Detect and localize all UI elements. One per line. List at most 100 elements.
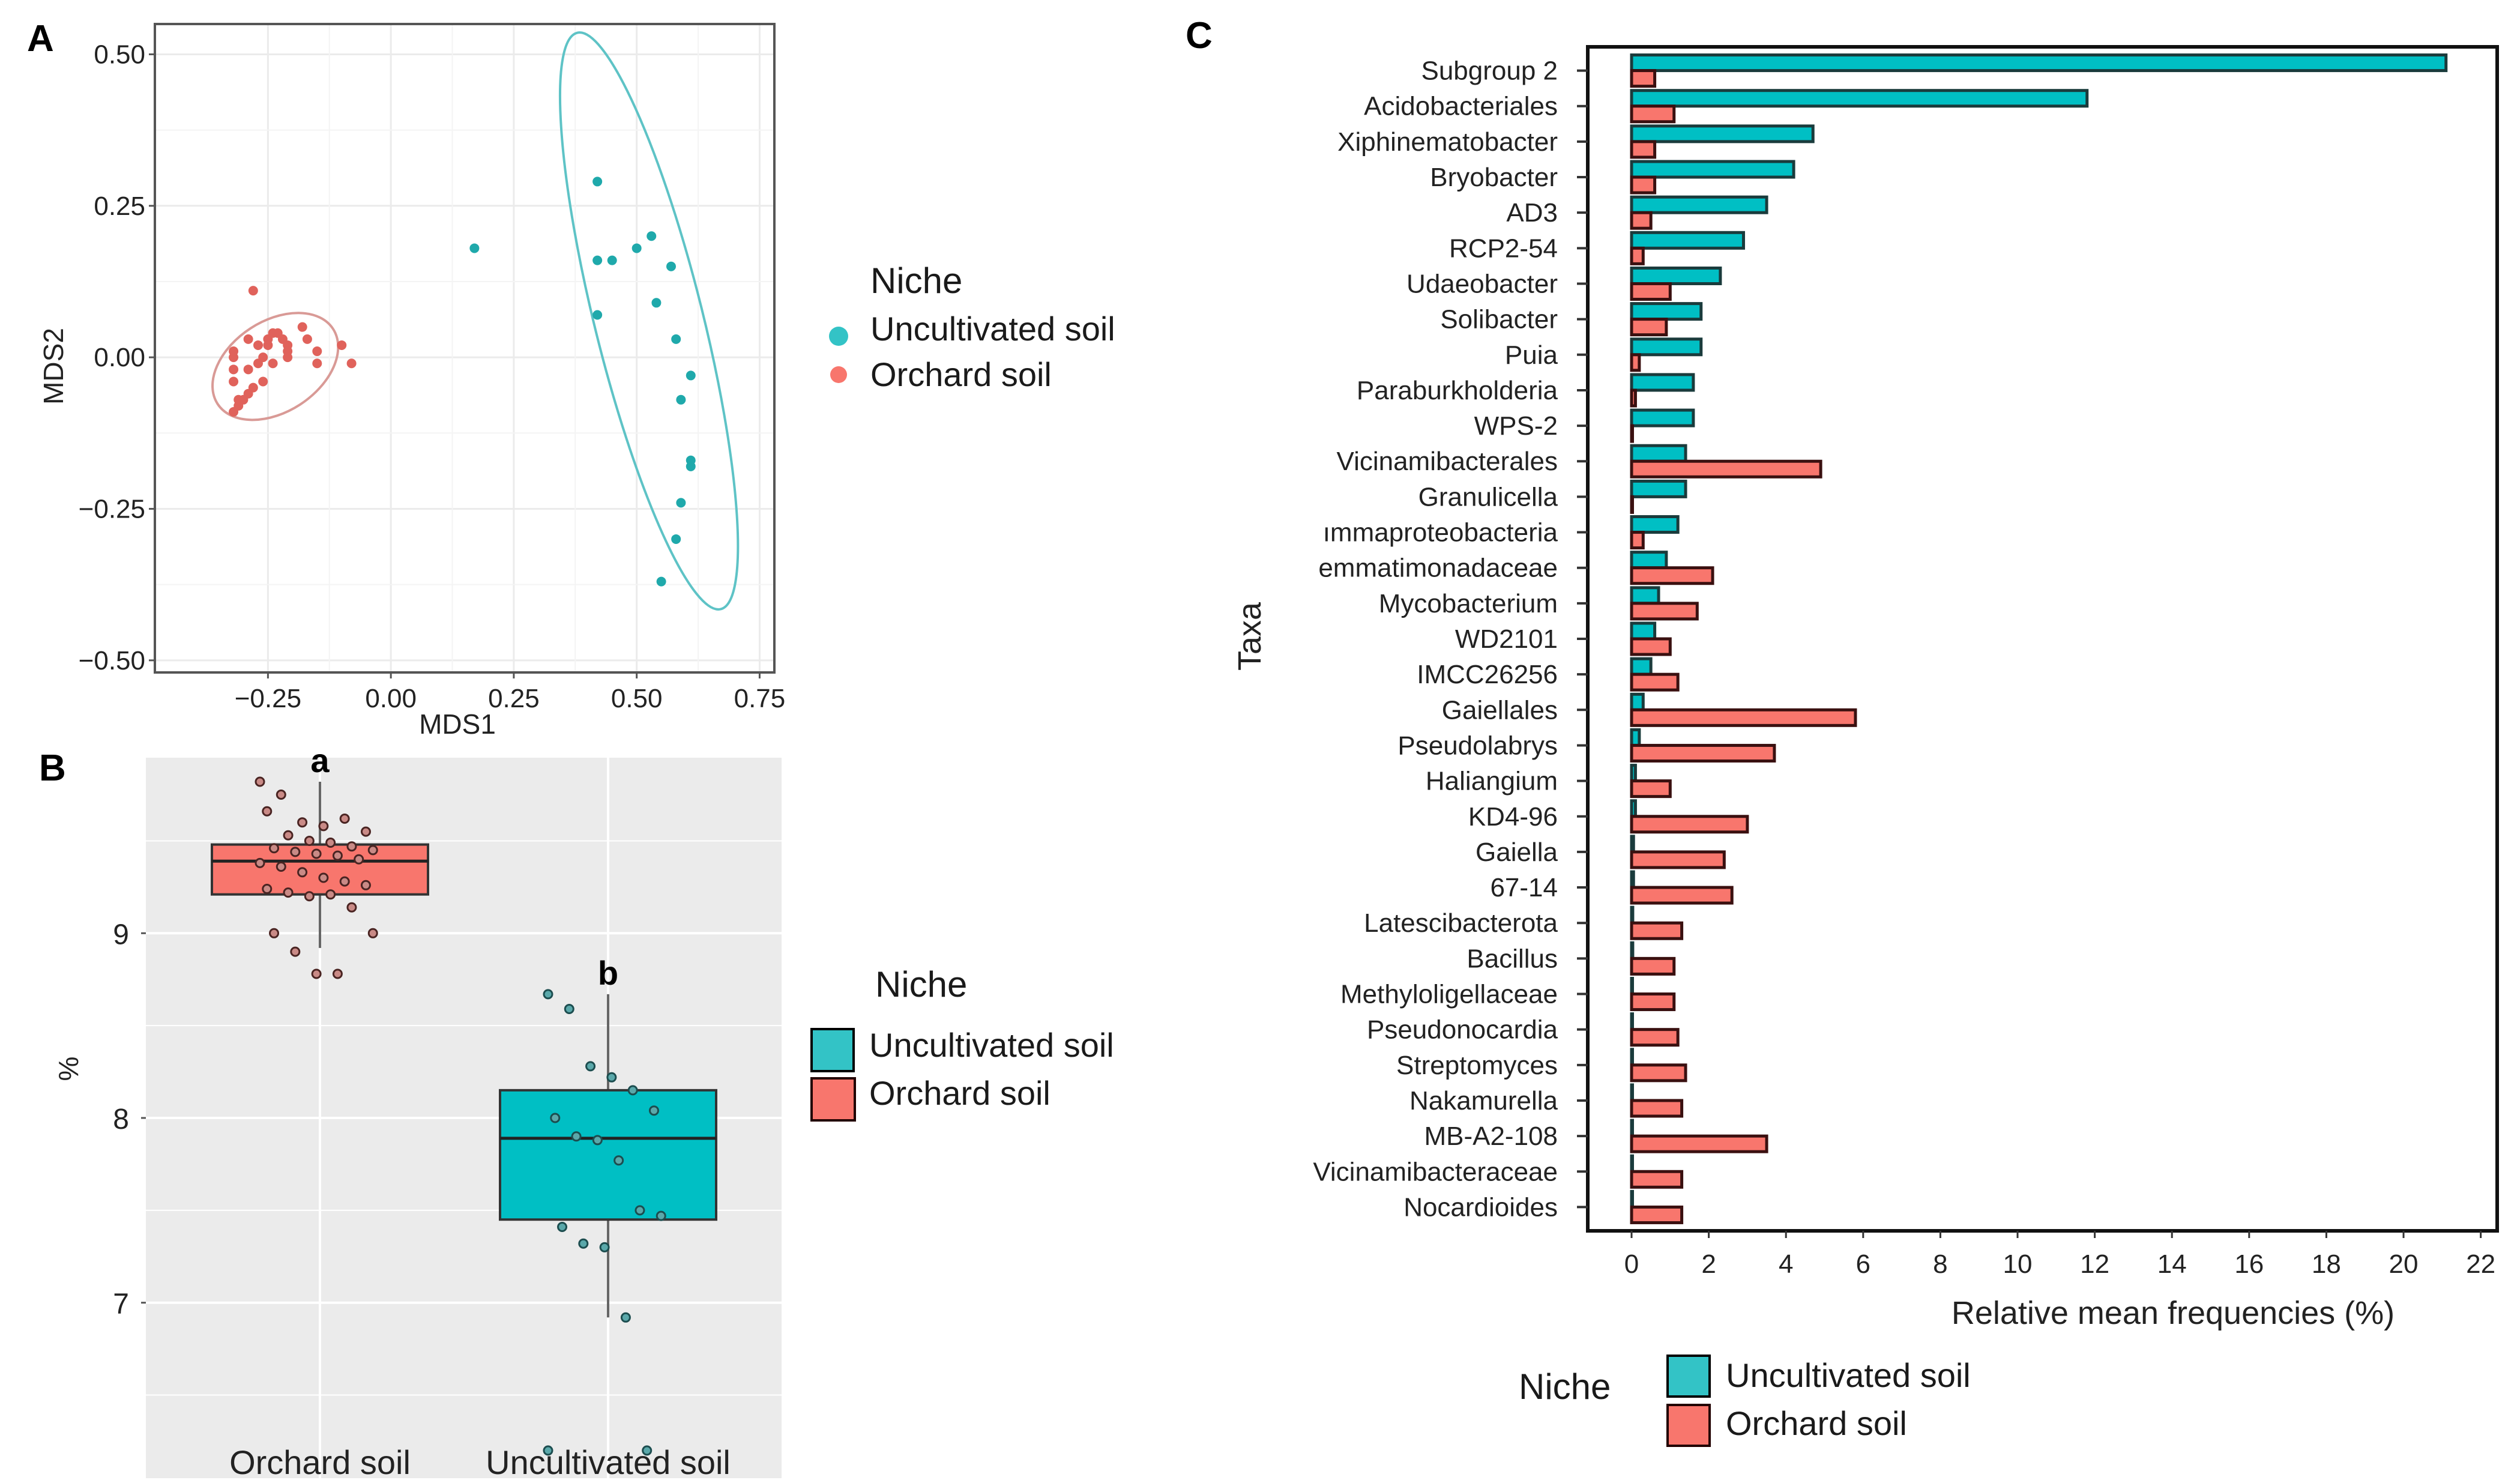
bar-uncultivated — [1630, 976, 1634, 996]
panel-c-x-ticks: 0 2 4 6 8 10 12 14 16 18 20 22 — [1624, 1231, 2495, 1279]
x-tick-label: 14 — [2157, 1249, 2187, 1279]
point-uncultivated — [592, 177, 603, 187]
bar-orchard — [1630, 1099, 1684, 1118]
taxon-label: Mycobacterium — [1379, 589, 1558, 618]
panel-b-significance-letters: ab — [310, 742, 618, 992]
x-tick-label: 0.50 — [611, 684, 663, 713]
point-orchard — [262, 806, 273, 817]
bar-orchard — [1630, 424, 1634, 443]
point-orchard — [258, 376, 268, 387]
legend-swatch-orchard — [1666, 1404, 1711, 1447]
point-orchard — [325, 889, 336, 900]
taxon-label: KD4-96 — [1468, 802, 1558, 832]
bar-orchard — [1630, 956, 1676, 976]
point-orchard — [276, 862, 286, 872]
panel-b-legend-orchard: Orchard soil — [869, 1074, 1051, 1112]
bar-orchard — [1630, 708, 1857, 727]
legend-marker-uncultivated — [829, 327, 848, 346]
x-tick-label: 0 — [1624, 1249, 1639, 1279]
point-orchard — [253, 340, 263, 350]
panel-a-legend-orchard: Orchard soil — [870, 355, 1052, 393]
point-orchard — [311, 848, 322, 859]
bar-uncultivated — [1630, 692, 1645, 711]
panel-b-x-ticks: Orchard soil Uncultivated soil — [229, 1443, 731, 1480]
bar-orchard — [1630, 1134, 1768, 1153]
point-orchard — [243, 364, 253, 375]
point-orchard — [243, 334, 253, 344]
y-tick-label: 0.25 — [94, 192, 145, 221]
x-tick-label: 12 — [2080, 1249, 2109, 1279]
bar-uncultivated — [1630, 231, 1745, 250]
taxon-label: Udaeobacter — [1406, 269, 1558, 298]
point-orchard — [255, 776, 265, 787]
point-uncultivated — [671, 534, 681, 544]
x-tick-label: 0.00 — [365, 684, 417, 713]
point-orchard — [255, 857, 265, 868]
bar-uncultivated — [1630, 124, 1815, 143]
point-uncultivated — [606, 1072, 617, 1083]
bar-uncultivated — [1630, 799, 1637, 818]
taxon-label: Bacillus — [1466, 944, 1558, 973]
bar-orchard — [1630, 318, 1668, 337]
point-orchard — [337, 340, 347, 350]
panel-a: A −0.25 0.00 0.25 0.50 0.75 0.500.250.00−0.2… — [27, 18, 1115, 740]
panel-b-y-title: % — [53, 1057, 84, 1081]
significance-letter: a — [310, 742, 330, 779]
ellipse-uncultivated — [558, 31, 740, 611]
point-orchard — [346, 358, 357, 369]
x-tick-label: −0.25 — [235, 684, 301, 713]
panel-c-legend: Niche Uncultivated soil Orchard soil — [1519, 1355, 1971, 1447]
legend-swatch-orchard — [810, 1077, 856, 1122]
panel-a-y-ticks: 0.50 0.25 0.00 −0.25 −0.50 — [79, 40, 155, 675]
point-orchard — [229, 376, 239, 387]
bar-uncultivated — [1630, 337, 1703, 357]
panel-c-frame — [1586, 45, 2499, 1233]
x-tick-label: 6 — [1856, 1249, 1870, 1279]
point-uncultivated — [627, 1085, 638, 1096]
bar-orchard — [1630, 779, 1672, 799]
point-orchard — [360, 880, 371, 890]
bar-uncultivated — [1630, 657, 1653, 676]
bar-orchard — [1630, 175, 1657, 195]
point-orchard — [332, 850, 343, 861]
point-uncultivated — [592, 255, 603, 265]
bar-orchard — [1630, 388, 1637, 408]
point-orchard — [290, 946, 301, 957]
point-orchard — [297, 817, 308, 828]
point-uncultivated — [550, 1113, 561, 1123]
legend-swatch-uncultivated — [810, 1028, 855, 1072]
point-orchard — [332, 968, 343, 979]
panel-a-points — [229, 177, 696, 587]
bar-orchard — [1630, 531, 1645, 550]
point-uncultivated — [599, 1242, 610, 1252]
point-orchard — [229, 352, 239, 363]
bar-uncultivated — [1630, 53, 2448, 73]
bar-uncultivated — [1630, 941, 1635, 960]
point-orchard — [367, 845, 378, 856]
taxon-label: Bryobacter — [1430, 163, 1558, 192]
panel-c-legend-orchard: Orchard soil — [1726, 1404, 1907, 1442]
bar-orchard — [1630, 140, 1657, 159]
point-orchard — [268, 358, 278, 369]
point-orchard — [318, 821, 329, 832]
x-tick-label: 0.75 — [734, 684, 786, 713]
taxon-label: Gaiella — [1476, 838, 1558, 867]
point-uncultivated — [666, 261, 676, 271]
bar-uncultivated — [1630, 835, 1635, 854]
point-orchard — [229, 406, 239, 417]
point-orchard — [283, 352, 293, 363]
y-tick-label: −0.25 — [79, 494, 145, 524]
legend-swatch-uncultivated — [1666, 1355, 1711, 1398]
x-tick-label: 18 — [2312, 1249, 2341, 1279]
bar-orchard — [1630, 672, 1680, 692]
point-uncultivated — [635, 1205, 645, 1216]
point-uncultivated — [557, 1222, 568, 1233]
x-tick-label: Orchard soil — [229, 1443, 411, 1480]
x-tick-label: 8 — [1933, 1249, 1947, 1279]
taxon-label: emmatimonadaceae — [1318, 554, 1558, 583]
point-uncultivated — [656, 1210, 666, 1221]
bar-orchard — [1630, 282, 1672, 301]
panel-a-legend-uncultivated: Uncultivated soil — [870, 310, 1115, 348]
x-tick-label: 16 — [2234, 1249, 2264, 1279]
panel-c: C Subgroup 2 Acidobacteriales Xiphinematob… — [1186, 15, 2499, 1447]
